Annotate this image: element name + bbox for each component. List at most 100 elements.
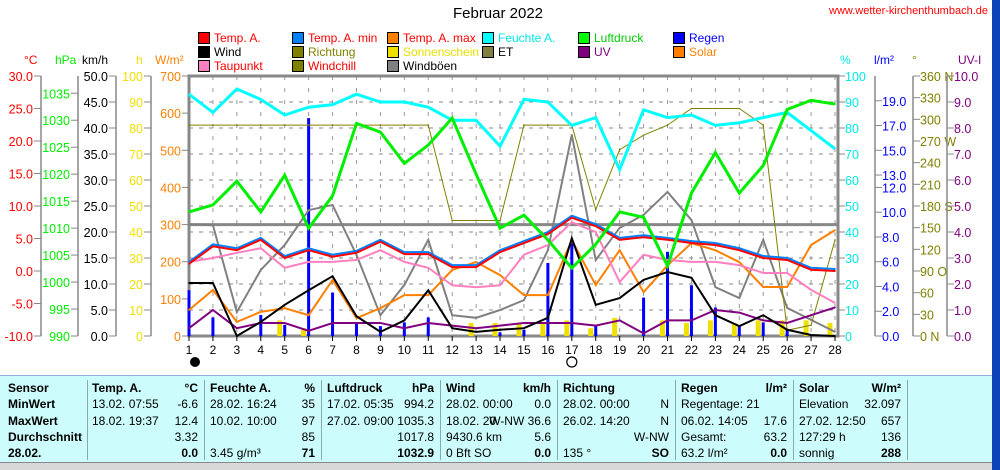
point-wind	[212, 282, 214, 284]
point-feuchte-a	[331, 103, 334, 106]
point-taupunkt	[259, 247, 262, 250]
axis-tick-label: 100	[160, 293, 181, 307]
point-windb-en	[212, 224, 214, 227]
cell-value: 0.0	[534, 446, 551, 461]
column-header: Temp. A. °C	[88, 380, 204, 396]
point-windb-en	[331, 204, 334, 206]
row-label: Durchschnitt	[8, 429, 83, 444]
axis-tick-label: 40	[845, 226, 859, 240]
column-wind: Wind km/h 28.02. 00:00 0.0 18.02. 20 W-NW 36.…	[442, 380, 558, 460]
x-tick-label: 2	[210, 343, 217, 357]
point-temp-a-min	[738, 247, 741, 250]
column-header: Luftdruck hPa	[323, 380, 440, 396]
legend-swatch	[387, 60, 399, 72]
cell-label: 27.02. 12:50	[799, 413, 866, 428]
point-temp-a	[475, 266, 477, 268]
cell-label: 28.02. 00:00	[563, 397, 630, 412]
point-temp-a	[810, 268, 812, 271]
legend-item-wind: Wind	[198, 45, 241, 59]
sensor-row-label: MaxWert	[4, 413, 87, 429]
column-solar: Solar W/m² Elevation 32.097 27.02. 12:50 657 1…	[795, 380, 908, 460]
point-temp-a	[427, 253, 430, 255]
axis-tick-label: 60	[920, 287, 934, 301]
sensor-row-label: 28.02.	[4, 445, 87, 461]
point-solar	[427, 294, 430, 296]
point-feuchte-a	[475, 119, 477, 121]
axis-tick-label: 150	[920, 222, 941, 236]
website-link[interactable]: www.wetter-kirchenthumbach.de	[829, 5, 988, 17]
point-taupunkt	[523, 253, 525, 256]
line-wind	[189, 235, 836, 338]
point-richtung	[547, 124, 549, 126]
legend-label: Richtung	[308, 45, 356, 59]
point-windb-en	[547, 249, 549, 251]
point-windb-en	[666, 191, 669, 193]
legend-label: ET	[498, 45, 514, 59]
point-taupunkt	[690, 261, 693, 263]
legend-label: Solar	[689, 45, 718, 59]
point-taupunkt	[379, 249, 382, 251]
bar-sonnenschein	[588, 328, 594, 336]
axis-tick-label: 1010	[42, 222, 70, 236]
cell-value: -6.6	[177, 397, 198, 412]
point-wind	[786, 328, 788, 331]
axis-tick-label: 20.0	[9, 135, 33, 149]
axis-unit-label: km/h	[82, 53, 108, 67]
point-richtung	[427, 124, 430, 126]
axis-tick-label: 30	[845, 252, 859, 266]
point-solar	[283, 307, 286, 309]
point-temp-a-min	[307, 247, 310, 250]
point-windb-en	[283, 244, 286, 246]
point-luftdruck	[236, 180, 238, 182]
cell-value: 5.6	[534, 429, 551, 444]
axis-tick-label: 10	[845, 304, 859, 318]
point-taupunkt	[810, 289, 812, 291]
point-temp-a-min	[762, 255, 765, 257]
point-richtung	[259, 124, 262, 126]
point-wind	[475, 331, 477, 333]
point-uv	[403, 327, 406, 330]
point-uv	[188, 327, 190, 330]
point-luftdruck	[714, 151, 717, 154]
point-luftdruck	[499, 227, 501, 229]
point-luftdruck	[475, 173, 477, 175]
point-richtung	[475, 219, 477, 222]
point-uv	[307, 330, 310, 332]
point-wind	[379, 331, 382, 333]
chart-plot: °C30.025.020.015.010.05.00.0-5.0-10.0hPa…	[5, 53, 981, 368]
point-uv	[571, 322, 573, 324]
point-uv	[475, 327, 477, 330]
x-tick-label: 11	[422, 343, 435, 357]
axis-tick-label: 8.0	[954, 122, 971, 136]
legend-item-richtung: Richtung	[292, 45, 355, 59]
cell-value: SO	[651, 446, 669, 461]
cell-value: 71	[301, 446, 315, 461]
table-row: 0.0	[88, 445, 204, 461]
cell-label: sonnig	[799, 446, 835, 461]
point-taupunkt	[403, 261, 406, 263]
point-temp-a	[283, 257, 286, 259]
axis-tick-label: 5.0	[954, 200, 971, 214]
table-row: 13.02. 07:55 -6.6	[88, 396, 204, 412]
point-feuchte-a	[834, 148, 836, 150]
point-taupunkt	[475, 286, 477, 289]
point-richtung	[594, 208, 597, 211]
sensor-row-label: Durchschnitt	[4, 429, 87, 445]
point-temp-a-min	[451, 264, 453, 266]
point-luftdruck	[786, 108, 788, 111]
point-temp-a-min	[355, 250, 358, 252]
axis-tick-label: 600	[160, 107, 181, 121]
point-solar	[714, 249, 717, 251]
cell-value: W-NW 36.6	[489, 413, 551, 428]
point-feuchte-a	[690, 114, 693, 116]
x-tick-label: 17	[565, 343, 579, 357]
point-wind	[594, 304, 597, 306]
legend-item-feuchte-a: Feuchte A.	[482, 31, 555, 45]
table-row: W-NW	[559, 429, 675, 445]
column-luftdruck: Luftdruck hPa 17.02. 05:35 994.2 27.02. 09:0…	[323, 380, 441, 460]
point-luftdruck	[666, 265, 669, 267]
point-uv	[212, 309, 214, 311]
column-title: Feuchte A.	[210, 381, 271, 395]
point-wind	[523, 327, 525, 330]
